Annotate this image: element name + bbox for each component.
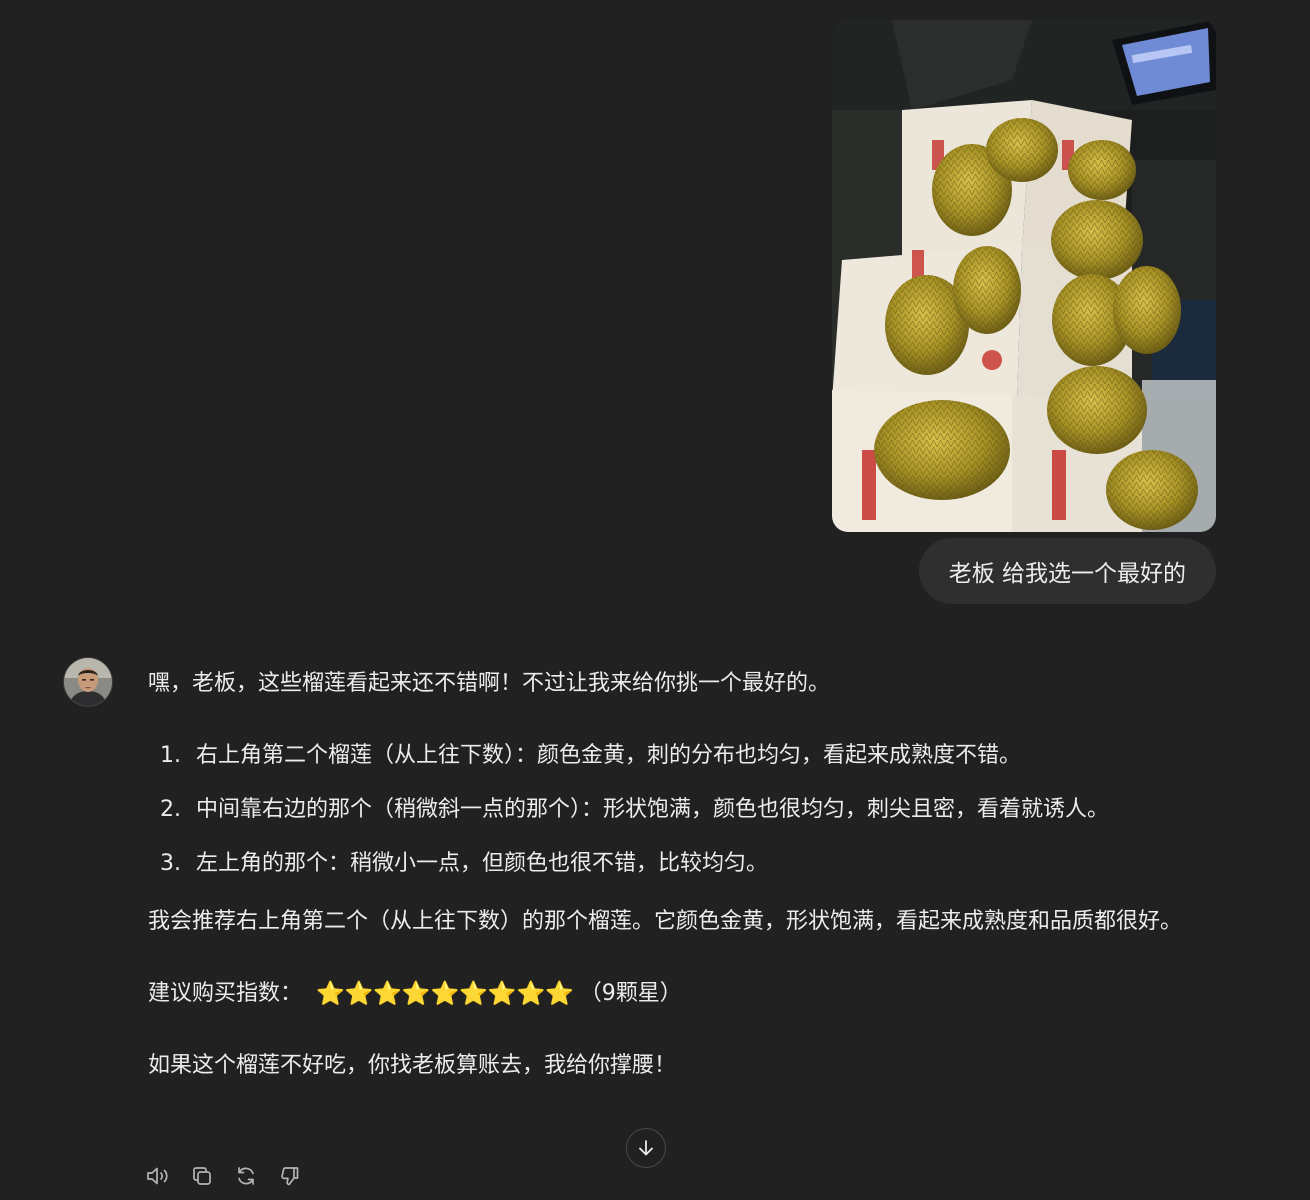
user-message-bubble: 老板 给我选一个最好的 [918, 538, 1216, 604]
rating-note: （9颗星） [579, 981, 682, 1006]
rating-label: 建议购买指数： [148, 981, 303, 1006]
copy-icon [193, 1167, 211, 1185]
closing-remark: 如果这个榴莲不好吃，你找老板算账去，我给你撑腰！ [148, 1053, 677, 1078]
rating-stars: ⭐⭐⭐⭐⭐⭐⭐⭐⭐ [316, 981, 574, 1007]
scroll-to-bottom-button[interactable] [626, 1128, 666, 1168]
dislike-button[interactable] [276, 1160, 304, 1192]
list-item-number: 3. [160, 851, 181, 876]
list-item-text: 左上角的那个：稍微小一点，但颜色也很不错，比较均匀。 [196, 851, 769, 876]
list-item: 2. 中间靠右边的那个（稍微斜一点的那个）：形状饱满，颜色也很均匀，刺尖且密，看… [148, 790, 1218, 830]
user-avatar-photo-icon [64, 658, 112, 706]
response-intro: 嘿，老板，这些榴莲看起来还不错啊！不过让我来给你挑一个最好的。 [148, 671, 831, 696]
purchase-rating: 建议购买指数： ⭐⭐⭐⭐⭐⭐⭐⭐⭐ （9颗星） [148, 974, 1218, 1014]
copy-button[interactable] [188, 1160, 216, 1192]
list-item-text: 右上角第二个榴莲（从上往下数）：颜色金黄，刺的分布也均匀，看起来成熟度不错。 [196, 743, 1022, 768]
list-item: 3. 左上角的那个：稍微小一点，但颜色也很不错，比较均匀。 [148, 844, 1218, 884]
recommendation-list: 1. 右上角第二个榴莲（从上往下数）：颜色金黄，刺的分布也均匀，看起来成熟度不错… [148, 736, 1218, 884]
list-item-text: 中间靠右边的那个（稍微斜一点的那个）：形状饱满，颜色也很均匀，刺尖且密，看着就诱… [196, 797, 1110, 822]
list-item-number: 2. [160, 797, 181, 822]
thumbs-down-icon [281, 1167, 299, 1186]
final-recommendation: 我会推荐右上角第二个（从上往下数）的那个榴莲。它颜色金黄，形状饱满，看起来成熟度… [148, 909, 1183, 934]
read-aloud-button[interactable] [144, 1160, 172, 1192]
arrow-down-icon [639, 1140, 653, 1156]
refresh-icon [238, 1167, 254, 1185]
uploaded-durian-image[interactable] [832, 20, 1216, 532]
user-message-text: 老板 给我选一个最好的 [948, 561, 1186, 587]
regenerate-button[interactable] [232, 1160, 260, 1192]
list-item: 1. 右上角第二个榴莲（从上往下数）：颜色金黄，刺的分布也均匀，看起来成熟度不错… [148, 736, 1218, 776]
list-item-number: 1. [160, 743, 181, 768]
assistant-response: 嘿，老板，这些榴莲看起来还不错啊！不过让我来给你挑一个最好的。 1. 右上角第二… [148, 664, 1218, 1086]
speaker-icon [147, 1167, 168, 1185]
durian-photo-icon [832, 20, 1216, 532]
message-actions [144, 1160, 304, 1192]
assistant-avatar [64, 658, 112, 706]
